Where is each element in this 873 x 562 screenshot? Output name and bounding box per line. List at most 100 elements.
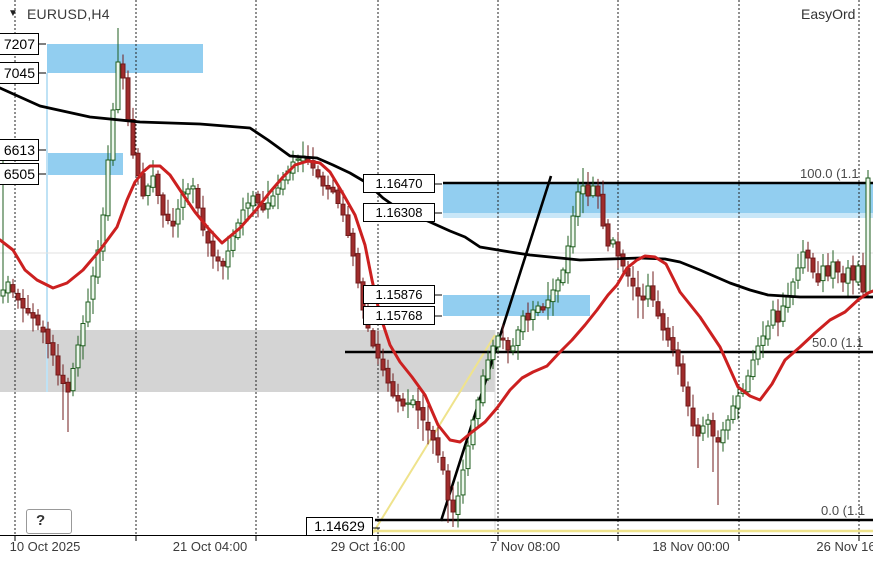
candle-bull xyxy=(110,109,116,161)
supply-zone-16308-fade xyxy=(443,213,873,218)
candle-bull xyxy=(265,202,271,210)
candle-bear xyxy=(445,470,451,501)
candle-bear xyxy=(655,301,661,317)
candle-bull xyxy=(245,202,251,209)
candle-bull xyxy=(720,429,726,444)
candle-bear xyxy=(665,327,671,341)
candle-bear xyxy=(30,312,36,319)
candle-bull xyxy=(855,265,861,283)
candle-bull xyxy=(80,323,86,347)
candle-bull xyxy=(485,359,491,380)
candle-bear xyxy=(775,310,781,323)
candle-bear xyxy=(40,326,46,333)
price-label[interactable]: 1.15876 xyxy=(363,285,435,304)
price-label[interactable]: 1.16308 xyxy=(363,203,435,222)
x-axis-label: 18 Nov 00:00 xyxy=(652,539,730,554)
candle-bull xyxy=(755,345,761,360)
x-axis-label: 7 Nov 08:00 xyxy=(489,539,561,554)
candle-bull xyxy=(645,285,651,300)
candle-bull xyxy=(790,281,796,298)
candle-bear xyxy=(660,313,666,331)
price-label[interactable]: 1.15768 xyxy=(363,306,435,325)
candle-bull xyxy=(700,425,706,434)
candle-bear xyxy=(45,328,51,345)
candle-bear xyxy=(670,337,676,351)
candle-bull xyxy=(115,61,121,111)
help-button[interactable]: ? xyxy=(26,509,72,534)
candle-bull xyxy=(270,195,276,207)
candle-bull xyxy=(280,179,286,190)
candle-bull xyxy=(225,250,231,268)
candle-bull xyxy=(610,239,616,245)
candle-bull xyxy=(845,267,851,284)
trend-line[interactable] xyxy=(439,175,553,522)
candle-bear xyxy=(585,184,591,197)
candle-bull xyxy=(745,375,751,393)
candle-bear xyxy=(155,173,161,196)
candle-bear xyxy=(370,330,376,347)
candle-bull xyxy=(475,399,481,420)
candle-bear xyxy=(325,184,331,190)
candle-bear xyxy=(205,231,211,244)
fast-ma-red xyxy=(0,159,873,444)
candle-bull xyxy=(410,399,416,406)
candle-bull xyxy=(770,309,776,326)
candles-group[interactable] xyxy=(0,28,871,528)
price-label-left: 7045 xyxy=(0,62,39,84)
candle-bear xyxy=(595,185,601,197)
price-label[interactable]: 1.16470 xyxy=(363,174,435,193)
candle-bull xyxy=(735,395,741,409)
x-axis-label: 29 Oct 16:00 xyxy=(330,539,406,554)
candle-bull xyxy=(560,269,566,284)
candle-bear xyxy=(340,203,346,216)
candle-bull xyxy=(230,235,236,251)
candle-bear xyxy=(605,223,611,247)
candle-bear xyxy=(140,173,146,197)
expert-advisor-label: EasyOrd xyxy=(801,6,856,22)
candle-bear xyxy=(500,337,506,341)
candle-bull xyxy=(0,289,6,297)
fib-level-label: 50.0 (1.1 xyxy=(812,335,864,350)
candle-bear xyxy=(375,343,381,359)
candle-bull xyxy=(550,289,556,303)
candle-bull xyxy=(190,185,196,190)
candle-bear xyxy=(615,241,621,257)
candle-bear xyxy=(315,169,321,178)
candle-bull xyxy=(705,419,711,425)
candle-bull xyxy=(95,249,101,278)
candle-bull xyxy=(725,419,731,431)
candle-bull xyxy=(520,315,526,333)
chart-dropdown-icon[interactable]: ▼ xyxy=(8,8,18,19)
candle-bull xyxy=(70,368,76,392)
candle-bull xyxy=(105,159,111,217)
candle-bear xyxy=(860,265,866,293)
candle-bear xyxy=(630,277,636,287)
candle-bear xyxy=(335,189,341,205)
supply-zone-16308 xyxy=(443,184,873,213)
candle-bull xyxy=(865,177,871,294)
candle-bull xyxy=(100,214,106,252)
time-axis-strip[interactable] xyxy=(0,536,873,562)
demand-zone-16505 xyxy=(47,153,123,175)
candle-bear xyxy=(835,261,841,273)
candle-bear xyxy=(450,499,456,513)
candle-bear xyxy=(600,193,606,227)
candle-bull xyxy=(75,344,81,369)
x-axis-label: 21 Oct 04:00 xyxy=(172,539,248,554)
slow-ma-black xyxy=(0,86,873,299)
candle-bear xyxy=(810,257,816,273)
candle-bear xyxy=(430,429,436,441)
price-label-left: 6505 xyxy=(0,163,39,185)
candle-bull xyxy=(510,345,516,352)
candle-bull xyxy=(545,299,551,309)
price-label[interactable]: 1.14629 xyxy=(306,517,373,536)
candle-bear xyxy=(330,186,336,193)
candle-bear xyxy=(680,363,686,387)
candle-bear xyxy=(160,194,166,216)
candle-bear xyxy=(20,297,26,309)
candle-bear xyxy=(505,340,511,351)
candle-bull xyxy=(185,188,191,195)
candle-bear xyxy=(415,401,421,411)
candle-bull xyxy=(760,335,766,346)
